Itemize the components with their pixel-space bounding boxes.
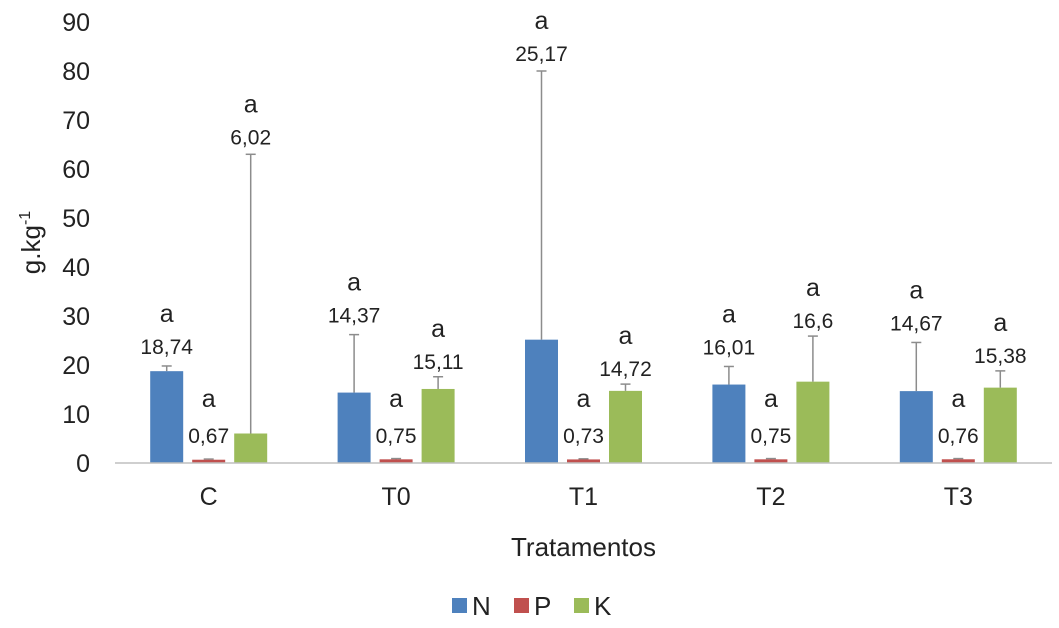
significance-letter: a <box>577 385 591 413</box>
data-label: 18,74 <box>140 336 193 359</box>
significance-letter: a <box>806 274 820 302</box>
data-label: 15,38 <box>974 345 1027 368</box>
significance-letter: a <box>951 385 965 413</box>
bar-P-T0 <box>379 459 413 463</box>
legend-swatch-K <box>574 598 589 613</box>
bar-K-C <box>234 433 268 463</box>
y-tick-label: 50 <box>62 205 90 233</box>
bar-K-T3 <box>983 387 1017 463</box>
data-labels: 18,74 0,67 6,02 14,37 0,75 15,11 25,17 0,73 14,7… <box>140 43 1026 448</box>
significance-letter: a <box>431 315 445 343</box>
bar-N-T1 <box>525 339 558 463</box>
bar-K-T1 <box>609 390 642 463</box>
bar-K-T2 <box>796 381 830 463</box>
y-axis-title-base: g.kg <box>16 225 46 274</box>
x-tick-label: T0 <box>382 483 411 511</box>
bar-N-T2 <box>712 384 746 463</box>
significance-letter: a <box>347 269 361 297</box>
y-tick-label: 80 <box>62 58 90 86</box>
bar-P-T3 <box>941 459 975 463</box>
data-label: 0,76 <box>938 425 979 448</box>
legend-swatch-P <box>514 598 529 613</box>
y-axis-title-superscript: -1 <box>17 211 34 225</box>
data-label: 0,75 <box>750 425 791 448</box>
x-tick-label: T1 <box>569 483 598 511</box>
legend-label-K: K <box>594 591 612 621</box>
legend-label-P: P <box>534 591 551 621</box>
y-tick-label: 90 <box>62 9 90 37</box>
data-label: 25,17 <box>515 43 568 66</box>
data-label: 0,75 <box>376 425 417 448</box>
y-tick-label: 70 <box>62 107 90 135</box>
significance-letter: a <box>535 7 549 35</box>
x-tick-label: T3 <box>944 483 973 511</box>
data-label: 15,11 <box>413 351 464 374</box>
bar-K-T0 <box>421 388 455 463</box>
bar-P-C <box>192 459 226 463</box>
y-axis-ticks: 0 10 20 30 40 50 60 70 80 90 <box>62 9 90 478</box>
x-axis-categories: C T0 T1 T2 T3 <box>200 483 973 511</box>
x-axis-title: Tratamentos <box>511 532 656 562</box>
legend-swatch-N <box>452 598 467 613</box>
bar-P-T2 <box>754 459 788 463</box>
bar-N-T0 <box>337 392 371 463</box>
y-tick-label: 0 <box>76 450 90 478</box>
y-tick-label: 60 <box>62 156 90 184</box>
data-label: 14,72 <box>599 358 652 381</box>
x-tick-label: C <box>200 483 218 511</box>
significance-letter: a <box>619 322 633 350</box>
y-tick-label: 10 <box>62 401 90 429</box>
bar-N-C <box>150 371 184 463</box>
data-label: 14,37 <box>328 305 381 328</box>
x-tick-label: T2 <box>756 483 785 511</box>
bar-N-T3 <box>899 391 933 463</box>
bar-P-T1 <box>567 459 600 463</box>
significance-letter: a <box>244 90 258 118</box>
data-label: 16,01 <box>703 336 756 359</box>
data-label: 6,02 <box>230 126 271 149</box>
significance-labels: a a a a a a a a a a a a a a a <box>160 7 1008 413</box>
bars <box>150 339 1017 463</box>
significance-letter: a <box>993 309 1007 337</box>
data-label: 14,67 <box>890 312 943 335</box>
y-axis-title: g.kg-1 <box>16 211 46 274</box>
error-bars <box>161 70 1006 460</box>
y-tick-label: 40 <box>62 254 90 282</box>
significance-letter: a <box>909 276 923 304</box>
y-tick-label: 30 <box>62 303 90 331</box>
significance-letter: a <box>722 300 736 328</box>
data-label: 0,73 <box>563 425 604 448</box>
y-tick-label: 20 <box>62 352 90 380</box>
significance-letter: a <box>764 385 778 413</box>
significance-letter: a <box>160 300 174 328</box>
significance-letter: a <box>202 385 216 413</box>
data-label: 0,67 <box>188 425 229 448</box>
data-label: 16,6 <box>792 310 833 333</box>
legend-label-N: N <box>472 591 491 621</box>
significance-letter: a <box>389 385 403 413</box>
